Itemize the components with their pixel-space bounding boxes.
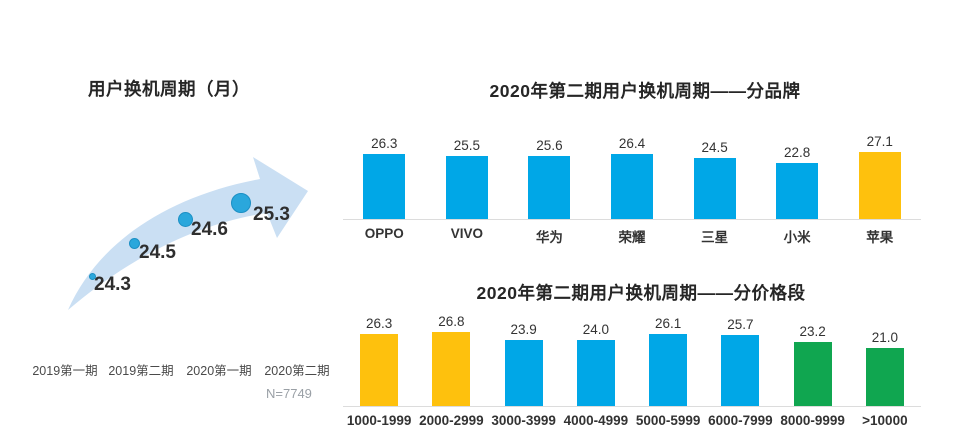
bar-category-label: 8000-9999 <box>780 413 845 428</box>
brand-chart-bars: 26.3 25.5 25.6 26.4 24.5 22.8 27.1 <box>343 125 921 220</box>
bar-value-label: 25.5 <box>453 138 480 153</box>
bar-value-label: 25.6 <box>536 138 563 153</box>
bar <box>693 158 736 219</box>
bar-category-label: 三星 <box>701 230 729 245</box>
trend-chart-title: 用户换机周期（月） <box>88 79 250 99</box>
bar <box>432 332 471 406</box>
bar-value-label: 26.3 <box>365 316 393 331</box>
price-chart-bars: 26.3 26.8 23.9 24.0 26.1 25.7 23.2 21.0 <box>343 312 921 407</box>
bar-value-label: 27.1 <box>866 134 893 149</box>
bar-column: 24.5 <box>673 125 756 219</box>
bar-column: 21.0 <box>849 312 921 406</box>
bar <box>865 348 904 406</box>
bar-category-label: 小米 <box>783 230 811 245</box>
bar-category-label: VIVO <box>450 226 483 241</box>
bar-column: 27.1 <box>838 125 921 219</box>
bar-column: 26.3 <box>343 125 426 219</box>
trend-period-label: 2020第二期 <box>264 364 330 378</box>
bar-category-label: 华为 <box>535 230 563 245</box>
bar-column: 26.8 <box>415 312 487 406</box>
bar-value-label: 22.8 <box>784 145 811 160</box>
bar-column: 25.6 <box>508 125 591 219</box>
bar-value-label: 25.7 <box>727 317 754 332</box>
bar <box>504 340 543 406</box>
bar-value-label: 26.8 <box>438 314 465 329</box>
bar-value-label: 26.1 <box>654 316 682 331</box>
bar <box>721 335 760 406</box>
bar <box>858 152 901 219</box>
bar-value-label: 26.3 <box>371 136 398 151</box>
bar-column: 25.5 <box>426 125 509 219</box>
bar-value-label: 23.9 <box>510 322 537 337</box>
bar <box>528 156 571 219</box>
bar <box>649 334 688 406</box>
bar-value-label: 24.5 <box>701 140 728 155</box>
bar-column: 23.2 <box>777 312 849 406</box>
bar-category-label: OPPO <box>364 226 404 241</box>
trend-period-label: 2020第一期 <box>186 364 252 378</box>
bar-category-label: 6000-7999 <box>708 413 773 428</box>
trend-period-label: 2019第二期 <box>108 364 174 378</box>
bar-column: 25.7 <box>704 312 776 406</box>
bar-category-label: 苹果 <box>866 230 894 245</box>
sample-size-note: N=7749 <box>266 386 312 401</box>
bar-column: 23.9 <box>488 312 560 406</box>
bar <box>445 156 488 219</box>
bar-category-label: 2000-2999 <box>419 413 484 428</box>
bar <box>611 154 654 219</box>
bar <box>793 342 832 406</box>
bar-category-label: >10000 <box>862 413 908 428</box>
bar-column: 22.8 <box>756 125 839 219</box>
bar-column: 24.0 <box>560 312 632 406</box>
bar-category-label: 荣耀 <box>618 230 646 245</box>
bar-category-label: 1000-1999 <box>346 413 412 428</box>
bar-category-label: 3000-3999 <box>491 413 556 428</box>
brand-chart-categories: OPPO VIVO 华为 荣耀 三星 小米 苹果 <box>343 226 921 246</box>
brand-chart-title: 2020年第二期用户换机周期——分品牌 <box>489 81 801 101</box>
bar-value-label: 26.4 <box>618 136 646 151</box>
bar-value-label: 23.2 <box>799 324 826 339</box>
bar-column: 26.3 <box>343 312 415 406</box>
bar-value-label: 24.0 <box>582 322 610 337</box>
bar <box>360 334 399 406</box>
bar <box>776 163 819 219</box>
bar-column: 26.4 <box>591 125 674 219</box>
trend-period-label: 2019第一期 <box>32 364 98 378</box>
price-chart-title: 2020年第二期用户换机周期——分价格段 <box>476 283 806 303</box>
bar-column: 26.1 <box>632 312 704 406</box>
trend-arrow-icon <box>68 157 308 310</box>
price-chart-categories: 1000-1999 2000-2999 3000-3999 4000-4999 5000… <box>343 413 921 428</box>
bar <box>576 340 615 406</box>
bar <box>363 154 406 219</box>
bar-category-label: 4000-4999 <box>563 413 629 428</box>
bar-category-label: 5000-5999 <box>635 413 701 428</box>
bar-value-label: 21.0 <box>871 330 899 345</box>
